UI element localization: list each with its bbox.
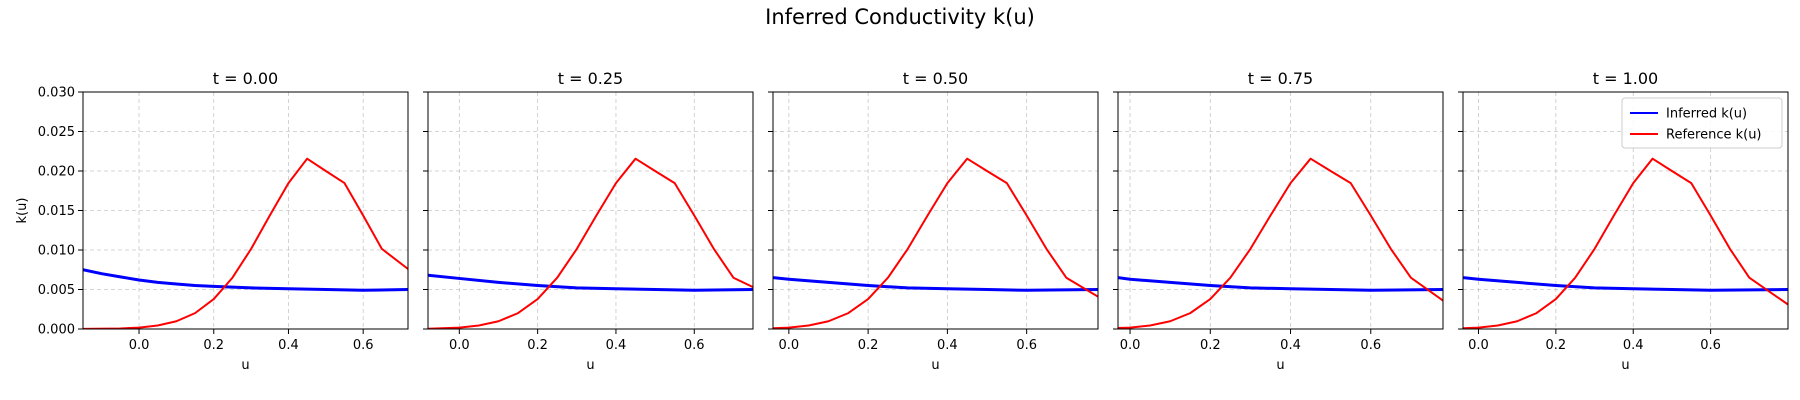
x-tick-label: 0.6 — [1016, 338, 1037, 353]
legend-label: Reference k(u) — [1666, 128, 1762, 143]
x-tick-label: 0.2 — [1200, 338, 1221, 353]
x-axis-label: u — [241, 358, 249, 373]
subplot-title: t = 0.00 — [213, 69, 278, 88]
y-tick-label: 0.010 — [38, 244, 75, 259]
x-tick-label: 0.6 — [1700, 338, 1721, 353]
x-tick-label: 0.4 — [937, 338, 958, 353]
plot-frame — [427, 91, 754, 330]
subplot-0: 0.0 0.2 0.4 0.6 0.000 0.005 0.010 0.015 0.020 0.0… — [15, 69, 409, 373]
x-tick-label: 0.4 — [1623, 338, 1644, 353]
x-axis-label: u — [1276, 358, 1284, 373]
reference-k-line — [83, 157, 408, 329]
legend-label: Inferred k(u) — [1666, 107, 1747, 122]
x-axis-label: u — [931, 358, 939, 373]
x-tick-label: 0.4 — [606, 338, 627, 353]
x-tick-label: 0.6 — [353, 338, 374, 353]
reference-k-line — [773, 157, 1098, 329]
x-tick-label: 0.0 — [779, 338, 800, 353]
inferred-k-line — [773, 276, 1098, 292]
plot-frame — [772, 91, 1099, 330]
y-tick-label: 0.000 — [38, 323, 75, 338]
x-tick-label: 0.2 — [1546, 338, 1567, 353]
x-tick-label: 0.6 — [684, 338, 705, 353]
x-tick-label: 0.2 — [527, 338, 548, 353]
inferred-k-line — [1463, 276, 1788, 292]
subplot-4: 0.0 0.2 0.4 0.6 t = 1.00 u Inferred k(u) Refere… — [1458, 69, 1789, 373]
x-tick-label: 0.2 — [203, 338, 224, 353]
legend-box — [1621, 97, 1783, 149]
x-tick-label: 0.0 — [129, 338, 150, 353]
reference-k-line — [1463, 157, 1788, 329]
subplot-2: 0.0 0.2 0.4 0.6 t = 0.50 u — [768, 69, 1099, 373]
subplot-title: t = 1.00 — [1593, 69, 1658, 88]
x-axis-label: u — [586, 358, 594, 373]
plot-frame — [1462, 91, 1789, 330]
y-tick-label: 0.015 — [38, 204, 75, 219]
x-axis-label: u — [1621, 358, 1629, 373]
x-tick-label: 0.0 — [449, 338, 470, 353]
y-tick-label: 0.030 — [38, 86, 75, 101]
plot-frame — [1117, 91, 1444, 330]
inferred-k-line — [428, 273, 753, 292]
inferred-k-line — [1118, 276, 1443, 292]
subplot-title: t = 0.50 — [903, 69, 968, 88]
x-tick-label: 0.4 — [1280, 338, 1301, 353]
subplot-1: 0.0 0.2 0.4 0.6 t = 0.25 u — [423, 69, 754, 373]
legend: Inferred k(u) Reference k(u) — [1621, 97, 1783, 149]
y-tick-label: 0.025 — [38, 125, 75, 140]
reference-k-line — [1118, 157, 1443, 329]
plot-frame — [82, 91, 409, 330]
y-tick-label: 0.020 — [38, 165, 75, 180]
subplot-title: t = 0.75 — [1248, 69, 1313, 88]
subplot-title: t = 0.25 — [558, 69, 623, 88]
subplot-3: 0.0 0.2 0.4 0.6 t = 0.75 u — [1113, 69, 1444, 373]
x-tick-label: 0.2 — [858, 338, 879, 353]
figure-title: Inferred Conductivity k(u) — [765, 5, 1035, 29]
x-tick-label: 0.0 — [1468, 338, 1489, 353]
y-axis-label: k(u) — [15, 198, 30, 224]
inferred-k-line — [83, 268, 408, 292]
y-tick-label: 0.005 — [38, 283, 75, 298]
x-tick-label: 0.4 — [278, 338, 299, 353]
x-tick-label: 0.6 — [1360, 338, 1381, 353]
reference-k-line — [428, 157, 753, 329]
x-tick-label: 0.0 — [1120, 338, 1141, 353]
